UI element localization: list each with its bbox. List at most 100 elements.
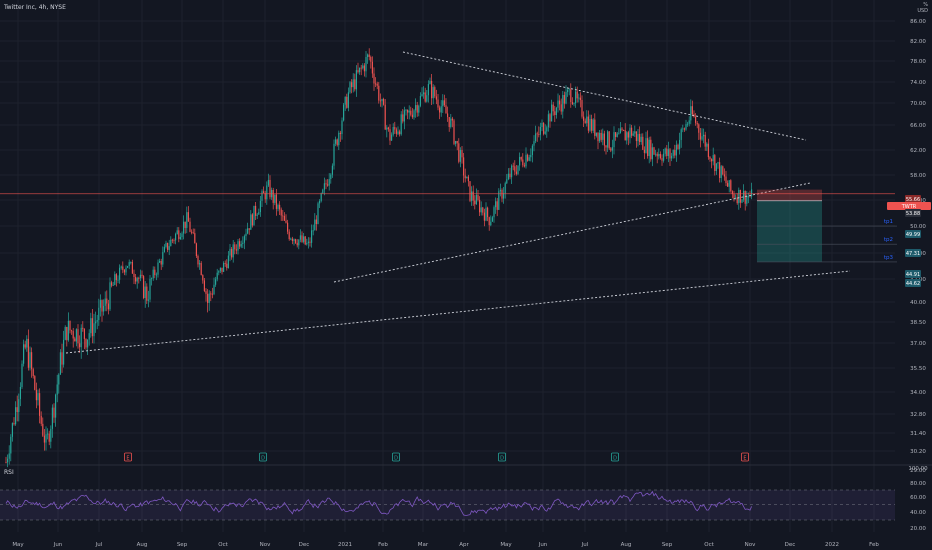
time-tick-label: Apr [459,542,469,548]
candle-body [435,96,437,100]
candle-body [53,407,55,418]
price-label-symbol: TWTR [901,204,917,210]
candle-body [616,133,618,137]
candle-body [635,131,637,142]
price-tick-label: 74.00 [910,80,926,86]
candle-body [543,122,545,134]
candle-body [344,96,346,105]
candle-body [99,300,101,308]
trendline-long-support [65,270,851,354]
price-label-tp: 44.91 [906,272,920,278]
candle-body [282,215,284,217]
candle-body [95,321,97,324]
candle-body [139,274,141,279]
candle-body [578,97,580,99]
candle-body [277,204,279,209]
candle-body [263,191,265,194]
candle-body [27,338,29,368]
time-tick-label: Feb [378,542,388,548]
candle-body [386,127,388,130]
candle-body [552,104,554,112]
candle-body [216,272,218,280]
price-label-entry: 53.88 [906,211,920,217]
candle-body [751,189,753,197]
candle-body [187,212,189,222]
candle-body [637,133,639,142]
price-tick-label: 38.50 [910,320,926,326]
candle-body [239,241,241,247]
candle-body [413,110,415,118]
rsi-tick-label: 100.00 [908,466,928,472]
candle-body [125,267,127,273]
candle-body [698,124,700,133]
candle-body [231,248,233,258]
candle-body [447,113,449,118]
candle-body [459,149,461,162]
candle-body [101,300,103,312]
candle-body [7,458,9,463]
candle-body [647,138,649,157]
candle-body [707,143,709,158]
candle-body [453,120,455,144]
price-tick-label: 58.00 [910,173,926,179]
candle-body [367,54,369,58]
candle-body [479,199,481,213]
candle-body [701,136,703,140]
candle-body [461,149,463,158]
time-tick-label: Jun [538,542,548,548]
candle-body [333,143,335,166]
candle-body [528,157,530,161]
candle-body [168,246,170,250]
symbol-header: Twitter Inc, 4h, NYSE [4,4,66,11]
candle-body [559,100,561,105]
candle-body [224,263,226,264]
candle-body [730,180,732,192]
candle-body [651,147,653,160]
event-marker [259,452,267,462]
candle-body [13,423,15,425]
candle-body [288,231,290,240]
candle-body [335,139,337,144]
candle-body [565,92,567,104]
candle-body [523,165,525,167]
candle-body [560,104,562,112]
candle-body [237,241,239,251]
candle-body [167,242,169,250]
candle-body [613,132,615,148]
candle-body [733,194,735,198]
candle-body [171,239,173,241]
candle-body [437,99,439,108]
candle-body [309,241,311,243]
candle-body [189,221,191,232]
candle-body [592,119,594,131]
candle-body [375,83,377,85]
candle-body [98,307,100,321]
candle-body [499,189,501,192]
candle-body [112,284,114,286]
candle-body [464,175,466,179]
candle-body [349,82,351,93]
candle-body [645,138,647,153]
candle-body [405,109,407,111]
candle-body [128,262,130,267]
candle-body [672,150,674,156]
candle-body [307,241,309,243]
candle-body [157,262,159,275]
candle-body [245,233,247,237]
candle-body [643,149,645,153]
rsi-label: RSI [4,469,14,476]
candle-body [275,194,277,209]
trendlines [0,51,895,354]
candle-body [603,133,605,146]
candle-body [474,200,476,205]
candle-body [360,67,362,69]
candle-body [373,73,375,84]
target-label-tp3: tp3 [884,255,894,261]
candle-body [410,110,412,115]
candle-body [227,255,229,269]
candle-body [594,119,596,136]
candle-body [507,173,509,180]
candle-body [365,57,367,72]
